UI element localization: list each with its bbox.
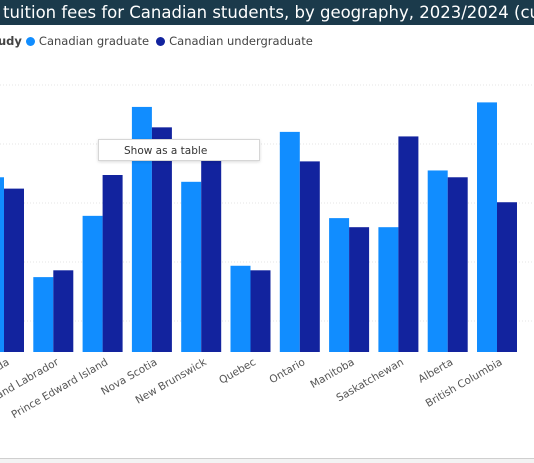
x-tick-label: Alberta <box>416 356 455 385</box>
x-tick-label: Quebec <box>217 356 258 387</box>
chart-title: tuition fees for Canadian students, by g… <box>3 3 534 22</box>
legend-item-canadian-graduate[interactable]: Canadian graduate <box>25 34 150 48</box>
bar-undergraduate-1[interactable] <box>53 270 74 352</box>
legend: udy Canadian graduate Canadian undergrad… <box>0 32 320 50</box>
bar-graduate-5[interactable] <box>230 265 251 352</box>
x-tick-label: da <box>0 356 12 373</box>
legend-item-canadian-undergraduate[interactable]: Canadian undergraduate <box>156 34 313 48</box>
bar-graduate-2[interactable] <box>82 215 103 352</box>
chart-title-bar: tuition fees for Canadian students, by g… <box>0 0 534 25</box>
bars <box>0 102 517 352</box>
bar-graduate-9[interactable] <box>427 170 448 352</box>
bar-graduate-1[interactable] <box>33 277 54 352</box>
bar-undergraduate-3[interactable] <box>151 127 172 352</box>
bar-graduate-8[interactable] <box>378 227 399 352</box>
bar-graduate-3[interactable] <box>131 106 152 352</box>
bar-undergraduate-8[interactable] <box>398 136 419 352</box>
legend-marker-undergraduate <box>156 36 166 46</box>
show-as-table-menu-item[interactable]: Show as a table <box>98 139 260 161</box>
x-tick-label: Ontario <box>267 356 307 386</box>
legend-label-undergraduate: Canadian undergraduate <box>169 34 313 48</box>
bar-graduate-7[interactable] <box>329 218 350 352</box>
bar-undergraduate-10[interactable] <box>497 202 517 352</box>
show-as-table-label: Show as a table <box>124 145 208 157</box>
bar-undergraduate-2[interactable] <box>102 175 123 352</box>
bar-graduate-4[interactable] <box>181 181 202 352</box>
legend-title: udy <box>0 34 22 48</box>
bar-graduate-10[interactable] <box>477 102 497 352</box>
bar-graduate-6[interactable] <box>279 131 300 352</box>
bar-undergraduate-6[interactable] <box>299 161 320 352</box>
legend-marker-graduate <box>25 36 35 46</box>
bar-undergraduate-9[interactable] <box>447 177 468 352</box>
bar-graduate-0[interactable] <box>0 177 4 352</box>
bar-undergraduate-0[interactable] <box>4 188 24 352</box>
bar-undergraduate-5[interactable] <box>250 270 271 352</box>
bar-undergraduate-7[interactable] <box>349 227 370 352</box>
legend-label-graduate: Canadian graduate <box>38 34 150 48</box>
bottom-border <box>0 458 534 463</box>
bar-undergraduate-4[interactable] <box>201 150 222 352</box>
